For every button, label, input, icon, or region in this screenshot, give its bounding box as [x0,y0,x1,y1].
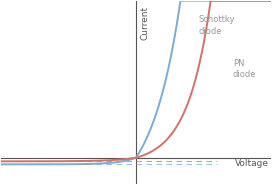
Text: PN
diode: PN diode [233,59,256,80]
Text: Current: Current [140,5,149,40]
Text: Voltage: Voltage [234,159,268,168]
Text: Schottky
diode: Schottky diode [199,15,235,36]
